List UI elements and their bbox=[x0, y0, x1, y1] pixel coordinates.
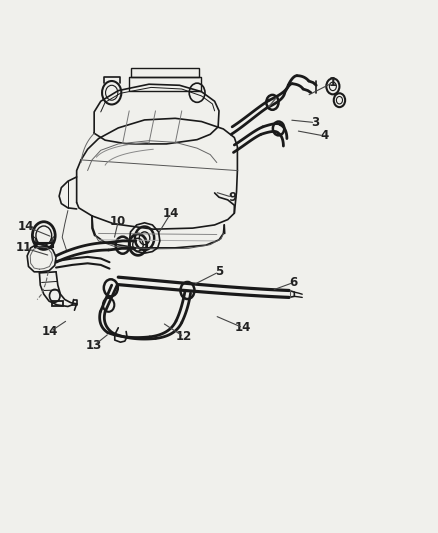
Text: 14: 14 bbox=[162, 207, 179, 220]
Text: 1: 1 bbox=[329, 76, 337, 89]
Text: 11: 11 bbox=[16, 241, 32, 254]
Bar bbox=[35, 243, 53, 247]
Text: 6: 6 bbox=[290, 276, 297, 289]
Text: 9: 9 bbox=[228, 191, 236, 204]
Bar bbox=[131, 68, 199, 77]
Text: 12: 12 bbox=[176, 330, 192, 343]
Text: 14: 14 bbox=[18, 220, 35, 233]
Bar bbox=[129, 77, 201, 91]
Text: 10: 10 bbox=[110, 215, 127, 228]
Text: 3: 3 bbox=[311, 116, 319, 129]
Text: 5: 5 bbox=[215, 265, 223, 278]
Text: 14: 14 bbox=[42, 325, 59, 338]
Text: 13: 13 bbox=[86, 339, 102, 352]
Bar bbox=[52, 301, 63, 306]
Text: 14: 14 bbox=[235, 321, 251, 334]
Text: 4: 4 bbox=[320, 130, 328, 142]
